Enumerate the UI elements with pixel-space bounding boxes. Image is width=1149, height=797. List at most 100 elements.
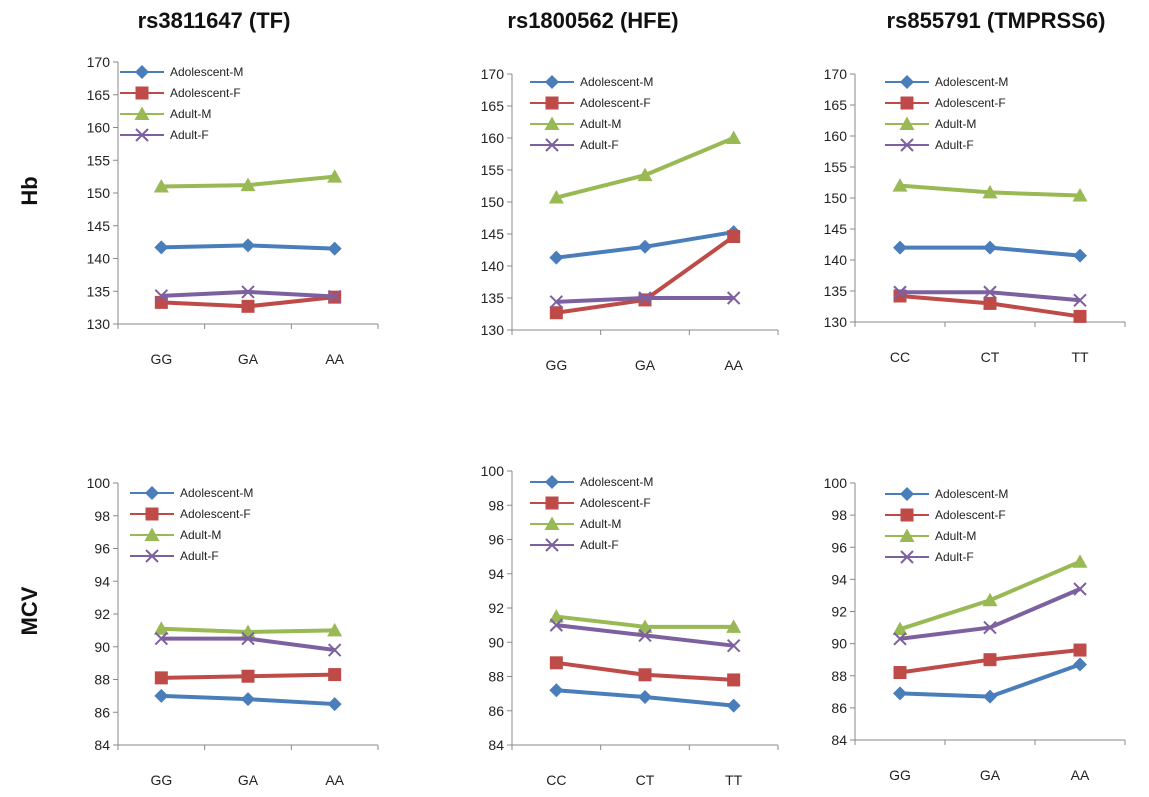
y-tick-label: 140 — [481, 258, 505, 274]
legend-marker — [145, 486, 159, 500]
y-tick-label: 90 — [94, 639, 110, 655]
data-point-adolescent-m — [638, 239, 652, 254]
data-point-adult-m — [892, 178, 908, 192]
y-tick-label: 140 — [824, 252, 848, 268]
data-point-adolescent-m — [154, 688, 169, 703]
data-point-adolescent-f — [328, 668, 342, 682]
legend-marker — [900, 508, 914, 522]
y-tick-label: 92 — [94, 606, 110, 622]
data-point-adult-f — [1073, 582, 1087, 596]
data-point-adult-m — [548, 190, 564, 204]
data-point-adult-m — [982, 184, 998, 199]
data-point-adolescent-f — [1073, 643, 1087, 657]
legend-label: Adolescent-M — [580, 75, 653, 89]
x-tick-label: AA — [325, 772, 344, 788]
data-point-adult-m — [1072, 554, 1088, 568]
x-tick-label: AA — [1071, 767, 1090, 783]
y-tick-label: 160 — [481, 130, 505, 146]
legend-label: Adult-F — [170, 128, 209, 142]
legend-label: Adult-F — [935, 138, 974, 152]
chart-panel-5: 84 86 88 90 92 94 96 98 100 CC CT TT Adolescent-M Ado… — [481, 463, 779, 788]
y-tick-label: 170 — [87, 54, 111, 70]
data-point-adolescent-f — [1073, 309, 1087, 323]
x-tick-label: GG — [545, 357, 567, 373]
column-title-tmprss6: rs855791 (TMPRSS6) — [886, 8, 1106, 33]
legend-marker — [900, 96, 914, 110]
y-tick-label: 86 — [488, 703, 504, 719]
y-tick-label: 165 — [824, 97, 848, 113]
y-tick-label: 150 — [824, 190, 848, 206]
legend-marker — [545, 496, 559, 510]
data-point-adult-f — [726, 638, 741, 653]
legend-marker — [899, 528, 915, 542]
y-tick-label: 100 — [481, 463, 505, 479]
y-tick-label: 84 — [488, 737, 504, 753]
y-tick-label: 130 — [481, 322, 505, 338]
data-point-adolescent-m — [154, 240, 169, 255]
y-tick-label: 100 — [87, 475, 111, 491]
y-tick-label: 90 — [488, 634, 504, 650]
data-point-adolescent-f — [727, 230, 741, 244]
data-point-adult-f — [638, 291, 652, 305]
legend-label: Adult-F — [580, 538, 619, 552]
data-point-adolescent-m — [327, 697, 342, 712]
y-tick-label: 92 — [488, 600, 504, 616]
x-tick-label: GA — [238, 351, 259, 367]
data-point-adult-f — [241, 631, 255, 646]
x-tick-label: GA — [980, 767, 1001, 783]
legend-label: Adolescent-M — [180, 486, 253, 500]
data-point-adolescent-m — [638, 690, 652, 705]
y-tick-label: 155 — [824, 159, 848, 175]
legend-marker — [900, 487, 914, 501]
data-point-adult-m — [726, 619, 742, 633]
x-tick-label: TT — [1071, 349, 1089, 365]
data-point-adult-f — [893, 285, 907, 299]
legend-label: Adolescent-M — [580, 475, 653, 489]
y-tick-label: 145 — [87, 218, 111, 234]
data-point-adult-m — [637, 619, 653, 633]
chart-panel-1: 130 135 140 145 150 155 160 165 170 GG GA AA Adolesc… — [87, 54, 379, 367]
data-point-adolescent-f — [983, 296, 997, 310]
data-point-adolescent-m — [241, 238, 255, 253]
x-tick-label: TT — [725, 772, 743, 788]
y-tick-label: 86 — [831, 700, 847, 716]
y-tick-label: 84 — [94, 737, 110, 753]
data-point-adolescent-m — [893, 686, 907, 701]
y-tick-label: 96 — [831, 539, 847, 555]
y-tick-label: 155 — [87, 152, 111, 168]
y-tick-label: 165 — [87, 87, 111, 103]
data-point-adult-m — [892, 621, 908, 636]
y-tick-label: 165 — [481, 98, 505, 114]
data-point-adult-f — [327, 643, 342, 657]
data-point-adult-f — [549, 618, 564, 632]
data-point-adolescent-f — [983, 653, 997, 667]
legend-label: Adolescent-F — [180, 507, 251, 521]
y-tick-label: 96 — [488, 532, 504, 548]
data-point-adult-f — [154, 289, 169, 303]
legend-marker — [900, 550, 914, 564]
x-tick-label: GA — [635, 357, 656, 373]
x-tick-label: GG — [889, 767, 911, 783]
legend-marker — [545, 96, 559, 110]
y-tick-label: 90 — [831, 636, 847, 652]
y-tick-label: 150 — [87, 185, 111, 201]
data-point-adolescent-m — [327, 241, 342, 256]
data-point-adolescent-m — [893, 240, 907, 255]
y-tick-label: 88 — [488, 669, 504, 685]
data-point-adult-f — [549, 295, 564, 309]
y-tick-label: 145 — [481, 226, 505, 242]
legend-marker — [900, 75, 914, 89]
legend-marker — [144, 527, 160, 541]
legend-marker — [134, 106, 150, 120]
data-point-adult-m — [240, 177, 256, 192]
data-point-adolescent-f — [241, 299, 255, 313]
chart-panel-4: 84 86 88 90 92 94 96 98 100 GG GA AA Adolescent-M Ado… — [87, 475, 379, 788]
y-tick-label: 170 — [481, 66, 505, 82]
column-title-tf: rs3811647 (TF) — [137, 8, 291, 33]
legend-marker — [145, 507, 159, 521]
legend-marker — [545, 138, 559, 152]
y-tick-label: 100 — [824, 475, 848, 491]
data-point-adolescent-m — [983, 240, 997, 255]
data-point-adolescent-f — [727, 673, 741, 687]
y-tick-label: 98 — [831, 507, 847, 523]
